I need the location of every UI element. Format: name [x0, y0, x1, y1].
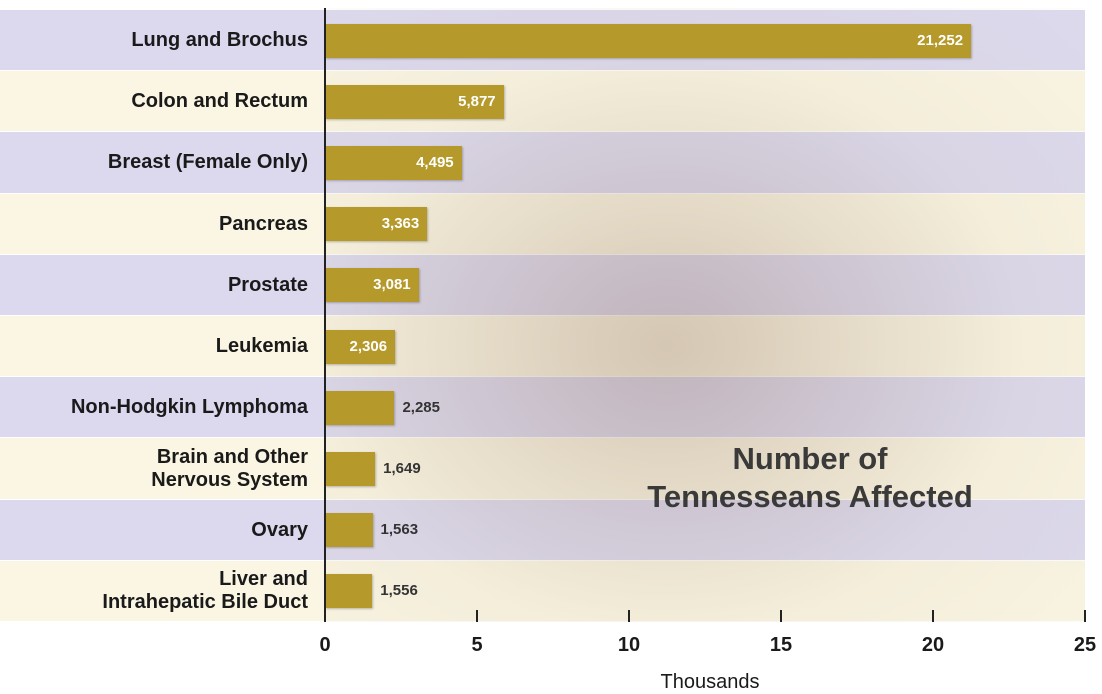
row-stripe	[0, 438, 1085, 499]
x-tick-label: 15	[769, 634, 793, 656]
bar	[325, 23, 972, 58]
row-stripe	[0, 71, 1085, 132]
value-label: 1,556	[380, 582, 418, 600]
row-stripe	[0, 499, 1085, 560]
x-tick-label: 25	[1073, 634, 1097, 656]
bar	[325, 146, 462, 180]
row-stripe	[0, 377, 1085, 438]
y-tick-label: Colon and Rectum	[131, 90, 308, 113]
value-label: 4,495	[416, 154, 454, 171]
bar	[325, 513, 373, 548]
bar	[325, 207, 428, 242]
y-tick-label: Pancreas	[219, 212, 308, 235]
bar	[325, 390, 395, 425]
row-stripe	[0, 560, 1085, 621]
bar	[325, 268, 419, 303]
row-stripe	[0, 193, 1085, 254]
tick-mark	[1084, 610, 1086, 622]
annotation: Number of Tennesseans Affected	[647, 441, 973, 514]
value-label: 3,363	[381, 215, 420, 233]
y-axis-line	[324, 8, 326, 622]
value-label: 1,649	[383, 460, 421, 477]
x-tick-label: 20	[921, 634, 945, 656]
bar	[325, 329, 396, 364]
y-tick-label: Ovary	[251, 518, 308, 541]
x-tick-label: 10	[617, 634, 641, 656]
bar	[325, 84, 504, 119]
value-label: 2,285	[402, 398, 440, 416]
y-tick-label: Liver and Intrahepatic Bile Duct	[102, 568, 308, 614]
y-tick-label: Prostate	[227, 273, 308, 296]
x-tick-label: 0	[319, 634, 331, 656]
y-tick-label: Breast (Female Only)	[107, 151, 308, 174]
row-stripe	[0, 254, 1085, 315]
value-label: 21,252	[917, 31, 964, 49]
bar	[325, 574, 373, 609]
y-tick-label: Leukemia	[215, 335, 308, 358]
tick-mark	[780, 610, 782, 622]
tick-mark	[628, 610, 630, 622]
tick-mark	[932, 610, 934, 622]
y-tick-label: Lung and Brochus	[131, 29, 308, 52]
row-stripe	[0, 316, 1085, 377]
value-label: 2,306	[349, 337, 388, 355]
value-label: 1,563	[380, 521, 419, 539]
row-stripe	[0, 132, 1085, 193]
bar	[325, 452, 376, 486]
x-axis-label: Thousands	[660, 671, 760, 693]
tick-mark	[476, 610, 478, 622]
y-tick-label: Non-Hodgkin Lymphoma	[70, 396, 308, 419]
tick-mark	[324, 610, 326, 622]
y-tick-label: Brain and Other Nervous System	[151, 445, 308, 491]
x-tick-label: 5	[471, 634, 483, 656]
value-label: 3,081	[373, 276, 411, 294]
value-label: 5,877	[458, 92, 496, 110]
